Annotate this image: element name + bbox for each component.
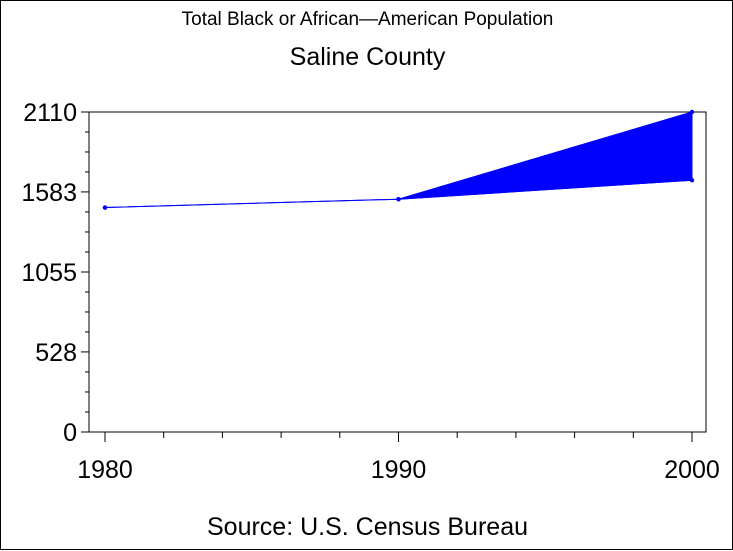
x-tick-label: 2000 [664,456,720,484]
y-tick-label: 1583 [21,179,77,207]
y-tick-label: 2110 [23,99,77,127]
data-point [102,205,108,210]
y-tick-label: 528 [35,339,77,367]
series-layer [102,109,695,210]
y-tick-label: 1055 [21,259,77,287]
y-axis: 0 528 1055 1583 2110 [21,99,89,447]
y-tick-label: 0 [63,419,77,447]
x-axis: 1980 1990 2000 [77,432,720,484]
chart-subtitle: Saline County [289,43,446,71]
x-tick-label: 1980 [77,456,133,484]
data-point [689,178,695,183]
data-point [689,109,695,115]
x-tick-label: 1990 [371,456,427,484]
data-point [396,197,401,202]
chart-title: Total Black or African—American Populati… [181,9,554,30]
chart-source: Source: U.S. Census Bureau [207,513,528,541]
